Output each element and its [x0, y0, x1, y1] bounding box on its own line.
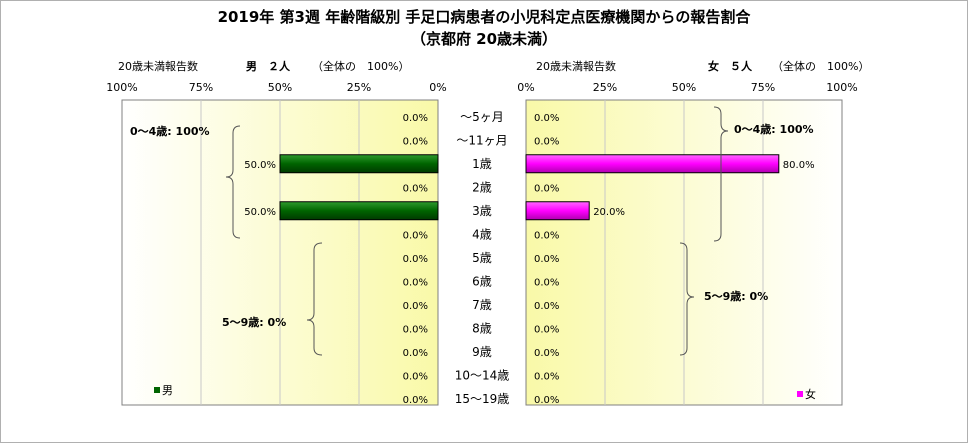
age-category-label: 7歳: [472, 298, 492, 312]
female-bar-value-label: 0.0%: [534, 348, 559, 359]
female-header-count: 女 ５人: [708, 59, 753, 73]
male-x-tick-label: 0%: [429, 81, 446, 94]
male-header-note: （全体の 100%）: [312, 59, 409, 73]
age-category-label: 5歳: [472, 251, 492, 265]
female-legend-label: 女: [805, 387, 816, 401]
male-bar-value-label: 50.0%: [244, 160, 276, 171]
male-bar: [279, 154, 439, 174]
age-category-label: 9歳: [472, 345, 492, 359]
female-x-tick-label: 0%: [517, 81, 534, 94]
female-bar-value-label: 0.0%: [534, 113, 559, 124]
age-category-label: 6歳: [472, 274, 492, 288]
age-category-label: 2歳: [472, 180, 492, 194]
female-bar: [525, 201, 590, 221]
female-bar-value-label: 0.0%: [534, 254, 559, 265]
male-bar-value-label: 0.0%: [403, 254, 428, 265]
female-group-label-5-9: 5～9歳: 0%: [704, 289, 768, 303]
female-bar-value-label: 0.0%: [534, 301, 559, 312]
male-bar-value-label: 0.0%: [403, 183, 428, 194]
age-category-label: 1歳: [472, 157, 492, 171]
female-bar: [525, 154, 780, 174]
male-group-brace-5-9: [306, 242, 323, 356]
age-category-label: ～5ヶ月: [460, 110, 504, 124]
female-bar-value-label: 0.0%: [534, 136, 559, 147]
male-header-label: 20歳未満報告数: [118, 60, 198, 73]
male-bar: [279, 201, 439, 221]
female-bar-value-label: 0.0%: [534, 395, 559, 406]
female-group-brace-0-4: [713, 106, 729, 242]
male-bar-value-label: 0.0%: [403, 301, 428, 312]
female-x-tick-label: 50%: [672, 81, 696, 94]
male-bar-value-label: 50.0%: [244, 207, 276, 218]
male-bar-value-label: 0.0%: [403, 136, 428, 147]
female-header-note: （全体の 100%）: [772, 59, 869, 73]
age-category-label: ～11ヶ月: [456, 133, 507, 147]
female-x-tick-label: 25%: [593, 81, 617, 94]
male-x-tick-label: 50%: [268, 81, 292, 94]
female-group-brace-5-9: [679, 242, 695, 356]
age-category-label: 10～14歳: [455, 368, 510, 382]
chart-title-line2: （京都府 20歳未満）: [411, 30, 557, 48]
male-group-label-0-4: 0～4歳: 100%: [130, 124, 210, 138]
male-x-tick-label: 100%: [106, 81, 137, 94]
female-group-label-0-4: 0～4歳: 100%: [734, 122, 814, 136]
male-bar-value-label: 0.0%: [403, 371, 428, 382]
female-bar-value-label: 0.0%: [534, 277, 559, 288]
male-legend-label: 男: [162, 384, 173, 397]
female-bar-value-label: 0.0%: [534, 183, 559, 194]
male-group-label-5-9: 5～9歳: 0%: [222, 315, 286, 329]
female-x-tick-label: 75%: [751, 81, 775, 94]
male-header-count: 男 ２人: [246, 59, 291, 73]
female-legend-swatch: [797, 391, 803, 397]
male-group-brace-0-4: [225, 125, 241, 239]
age-category-label: 4歳: [472, 227, 492, 241]
female-x-tick-label: 100%: [826, 81, 857, 94]
male-bar-value-label: 0.0%: [403, 277, 428, 288]
female-bar-value-label: 0.0%: [534, 371, 559, 382]
male-bar-value-label: 0.0%: [403, 395, 428, 406]
female-bar-value-label: 20.0%: [593, 207, 625, 218]
age-category-label: 3歳: [472, 204, 492, 218]
female-bar-value-label: 80.0%: [783, 160, 815, 171]
age-category-label: 15～19歳: [455, 392, 510, 406]
male-legend-swatch: [154, 387, 160, 393]
female-header-label: 20歳未満報告数: [536, 60, 616, 73]
male-x-tick-label: 25%: [347, 81, 371, 94]
male-bar-value-label: 0.0%: [403, 348, 428, 359]
male-bar-value-label: 0.0%: [403, 324, 428, 335]
female-bar-value-label: 0.0%: [534, 324, 559, 335]
male-bar-value-label: 0.0%: [403, 230, 428, 241]
male-x-tick-label: 75%: [189, 81, 213, 94]
male-bar-value-label: 0.0%: [403, 113, 428, 124]
chart-title-line1: 2019年 第3週 年齢階級別 手足口病患者の小児科定点医療機関からの報告割合: [218, 8, 752, 26]
age-category-label: 8歳: [472, 321, 492, 335]
female-bar-value-label: 0.0%: [534, 230, 559, 241]
